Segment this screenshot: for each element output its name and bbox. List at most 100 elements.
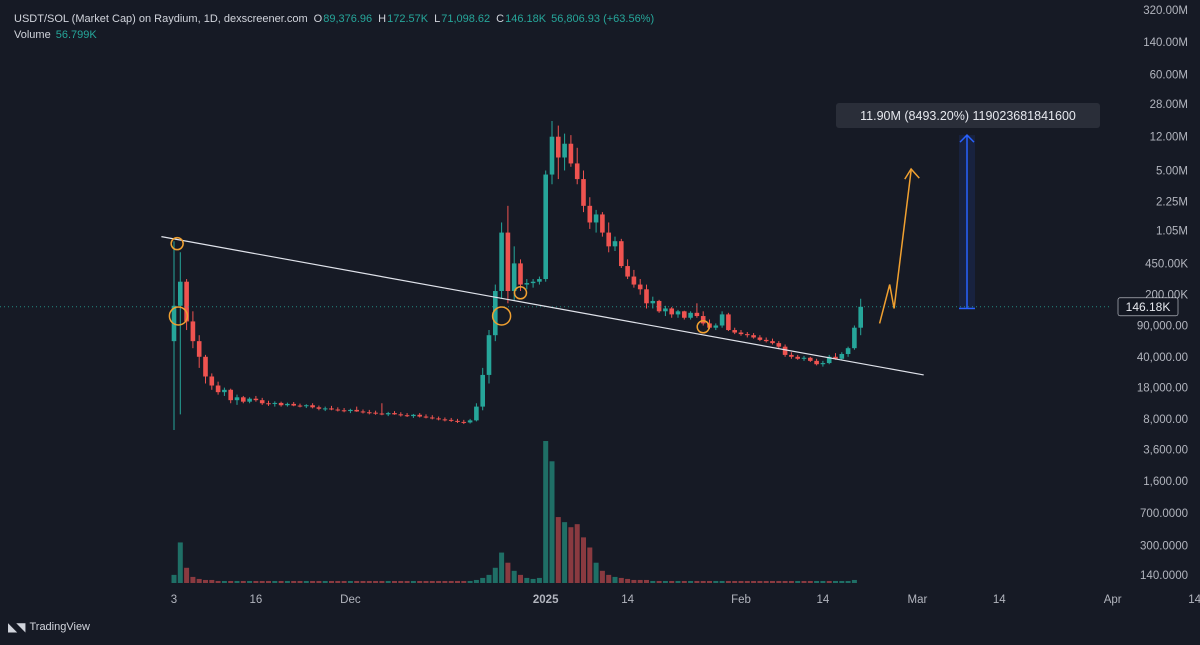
- volume-bar: [423, 580, 429, 583]
- candle-body: [190, 321, 196, 342]
- volume-bar: [303, 580, 309, 583]
- volume-bar: [410, 580, 416, 583]
- volume-bar: [240, 580, 246, 583]
- candle-body: [738, 332, 744, 335]
- price-tick-label: 3,600.00: [1143, 445, 1188, 457]
- volume-bar: [581, 537, 586, 583]
- volume-bar: [499, 552, 505, 583]
- candle-body: [587, 205, 593, 223]
- open-value: 89,376.96: [323, 13, 373, 25]
- tradingview-logo[interactable]: ◣◥ TradingView: [8, 620, 90, 634]
- candle-body: [392, 413, 397, 415]
- legend-volume-row: Volume 56.799K: [14, 27, 654, 43]
- candle-body: [770, 341, 775, 344]
- volume-bar: [637, 579, 643, 583]
- price-axis[interactable]: 320.00M 140.00M 60.00M 28.00M 12.00M 5.00M 2.2…: [1117, 5, 1188, 582]
- marker-circle[interactable]: [513, 286, 528, 300]
- volume-bar: [612, 576, 618, 583]
- volume-bar: [190, 576, 196, 583]
- volume-bar: [398, 580, 404, 583]
- volume-bar: [650, 580, 656, 583]
- projection-arrowhead: [904, 167, 920, 180]
- price-tick-label: 60.00M: [1150, 70, 1188, 82]
- high-value: 172.57K: [387, 13, 429, 25]
- volume-bar: [234, 580, 240, 583]
- volume-bar: [656, 580, 662, 583]
- drawings[interactable]: 11.90M (8493.20%) 119023681841600: [0, 103, 1110, 376]
- projection-path[interactable]: [878, 170, 912, 324]
- marker-circle[interactable]: [170, 236, 184, 251]
- price-tick-label: 90,000.00: [1137, 320, 1188, 332]
- trendline[interactable]: [161, 236, 924, 376]
- volume-label[interactable]: Volume: [14, 29, 51, 41]
- candle-body: [247, 398, 252, 402]
- candle-body: [178, 281, 183, 306]
- candle-body: [644, 289, 649, 304]
- volume-bar: [625, 578, 631, 583]
- candle-body: [650, 300, 656, 304]
- volume-bar: [814, 580, 820, 583]
- price-tick-label: 1.05M: [1156, 226, 1188, 238]
- high-key: H: [378, 13, 387, 25]
- measure-arrowhead: [959, 134, 975, 143]
- candle-body: [719, 314, 725, 326]
- measure-label[interactable]: 11.90M (8493.20%) 119023681841600: [836, 103, 1100, 128]
- candle-body: [222, 389, 227, 393]
- candle-body: [795, 356, 800, 359]
- candle-body: [751, 335, 756, 338]
- last-price-tag[interactable]: 146.18K: [1117, 297, 1179, 317]
- candle-body: [530, 281, 536, 284]
- volume-bar: [291, 580, 297, 583]
- candle-body: [682, 311, 687, 318]
- candle-body: [304, 405, 309, 407]
- volume-bar: [536, 577, 542, 583]
- marker-circle[interactable]: [491, 306, 512, 326]
- marker-circle[interactable]: [168, 306, 189, 326]
- candle-body: [493, 291, 498, 336]
- low-value: 71,098.62: [441, 13, 491, 25]
- volume-bar: [587, 547, 593, 583]
- candle-body: [354, 409, 359, 412]
- volume-bar: [801, 580, 807, 583]
- candle-body: [826, 356, 832, 364]
- time-tick-label: Feb: [731, 594, 751, 606]
- volume-bar: [347, 580, 353, 583]
- symbol-title[interactable]: USDT/SOL (Market Cap) on Raydium, 1D, de…: [14, 13, 308, 25]
- volume-bar: [247, 580, 253, 583]
- candle-body: [285, 403, 290, 406]
- candle-body: [663, 308, 668, 312]
- price-tick-label: 5.00M: [1156, 165, 1188, 177]
- volume-bar: [694, 580, 700, 583]
- candle-body: [228, 389, 233, 401]
- volume-bar: [184, 567, 190, 583]
- marker-circle[interactable]: [696, 320, 710, 334]
- volume-bar: [310, 580, 316, 583]
- candle-body: [625, 266, 630, 277]
- volume-bar: [196, 578, 202, 583]
- volume-bar: [284, 580, 290, 583]
- tradingview-name: TradingView: [29, 621, 91, 633]
- volume-bar: [524, 577, 530, 583]
- volume-bar: [373, 580, 379, 583]
- time-axis[interactable]: 3 16 Dec 2025 14 Feb 14 Mar 14 Apr 14: [171, 594, 1200, 606]
- volume-bar: [297, 580, 303, 583]
- chart-legend: USDT/SOL (Market Cap) on Raydium, 1D, de…: [14, 11, 654, 43]
- candle-body: [297, 405, 303, 407]
- time-tick-label: 14: [817, 594, 830, 606]
- candle-body: [732, 330, 737, 333]
- close-value: 146.18K: [505, 13, 547, 25]
- price-tick-label: 140.0000: [1140, 570, 1188, 582]
- volume-bar: [448, 580, 454, 583]
- volume-bar: [795, 580, 801, 583]
- volume-bar: [713, 580, 719, 583]
- volume-bar: [366, 580, 372, 583]
- candle-body: [801, 357, 807, 359]
- candle-body: [291, 403, 296, 406]
- time-tick-label: Dec: [340, 594, 361, 606]
- candle-body: [209, 376, 215, 386]
- candle-body: [656, 300, 662, 312]
- volume-series: [171, 441, 857, 583]
- volume-bar: [763, 580, 769, 583]
